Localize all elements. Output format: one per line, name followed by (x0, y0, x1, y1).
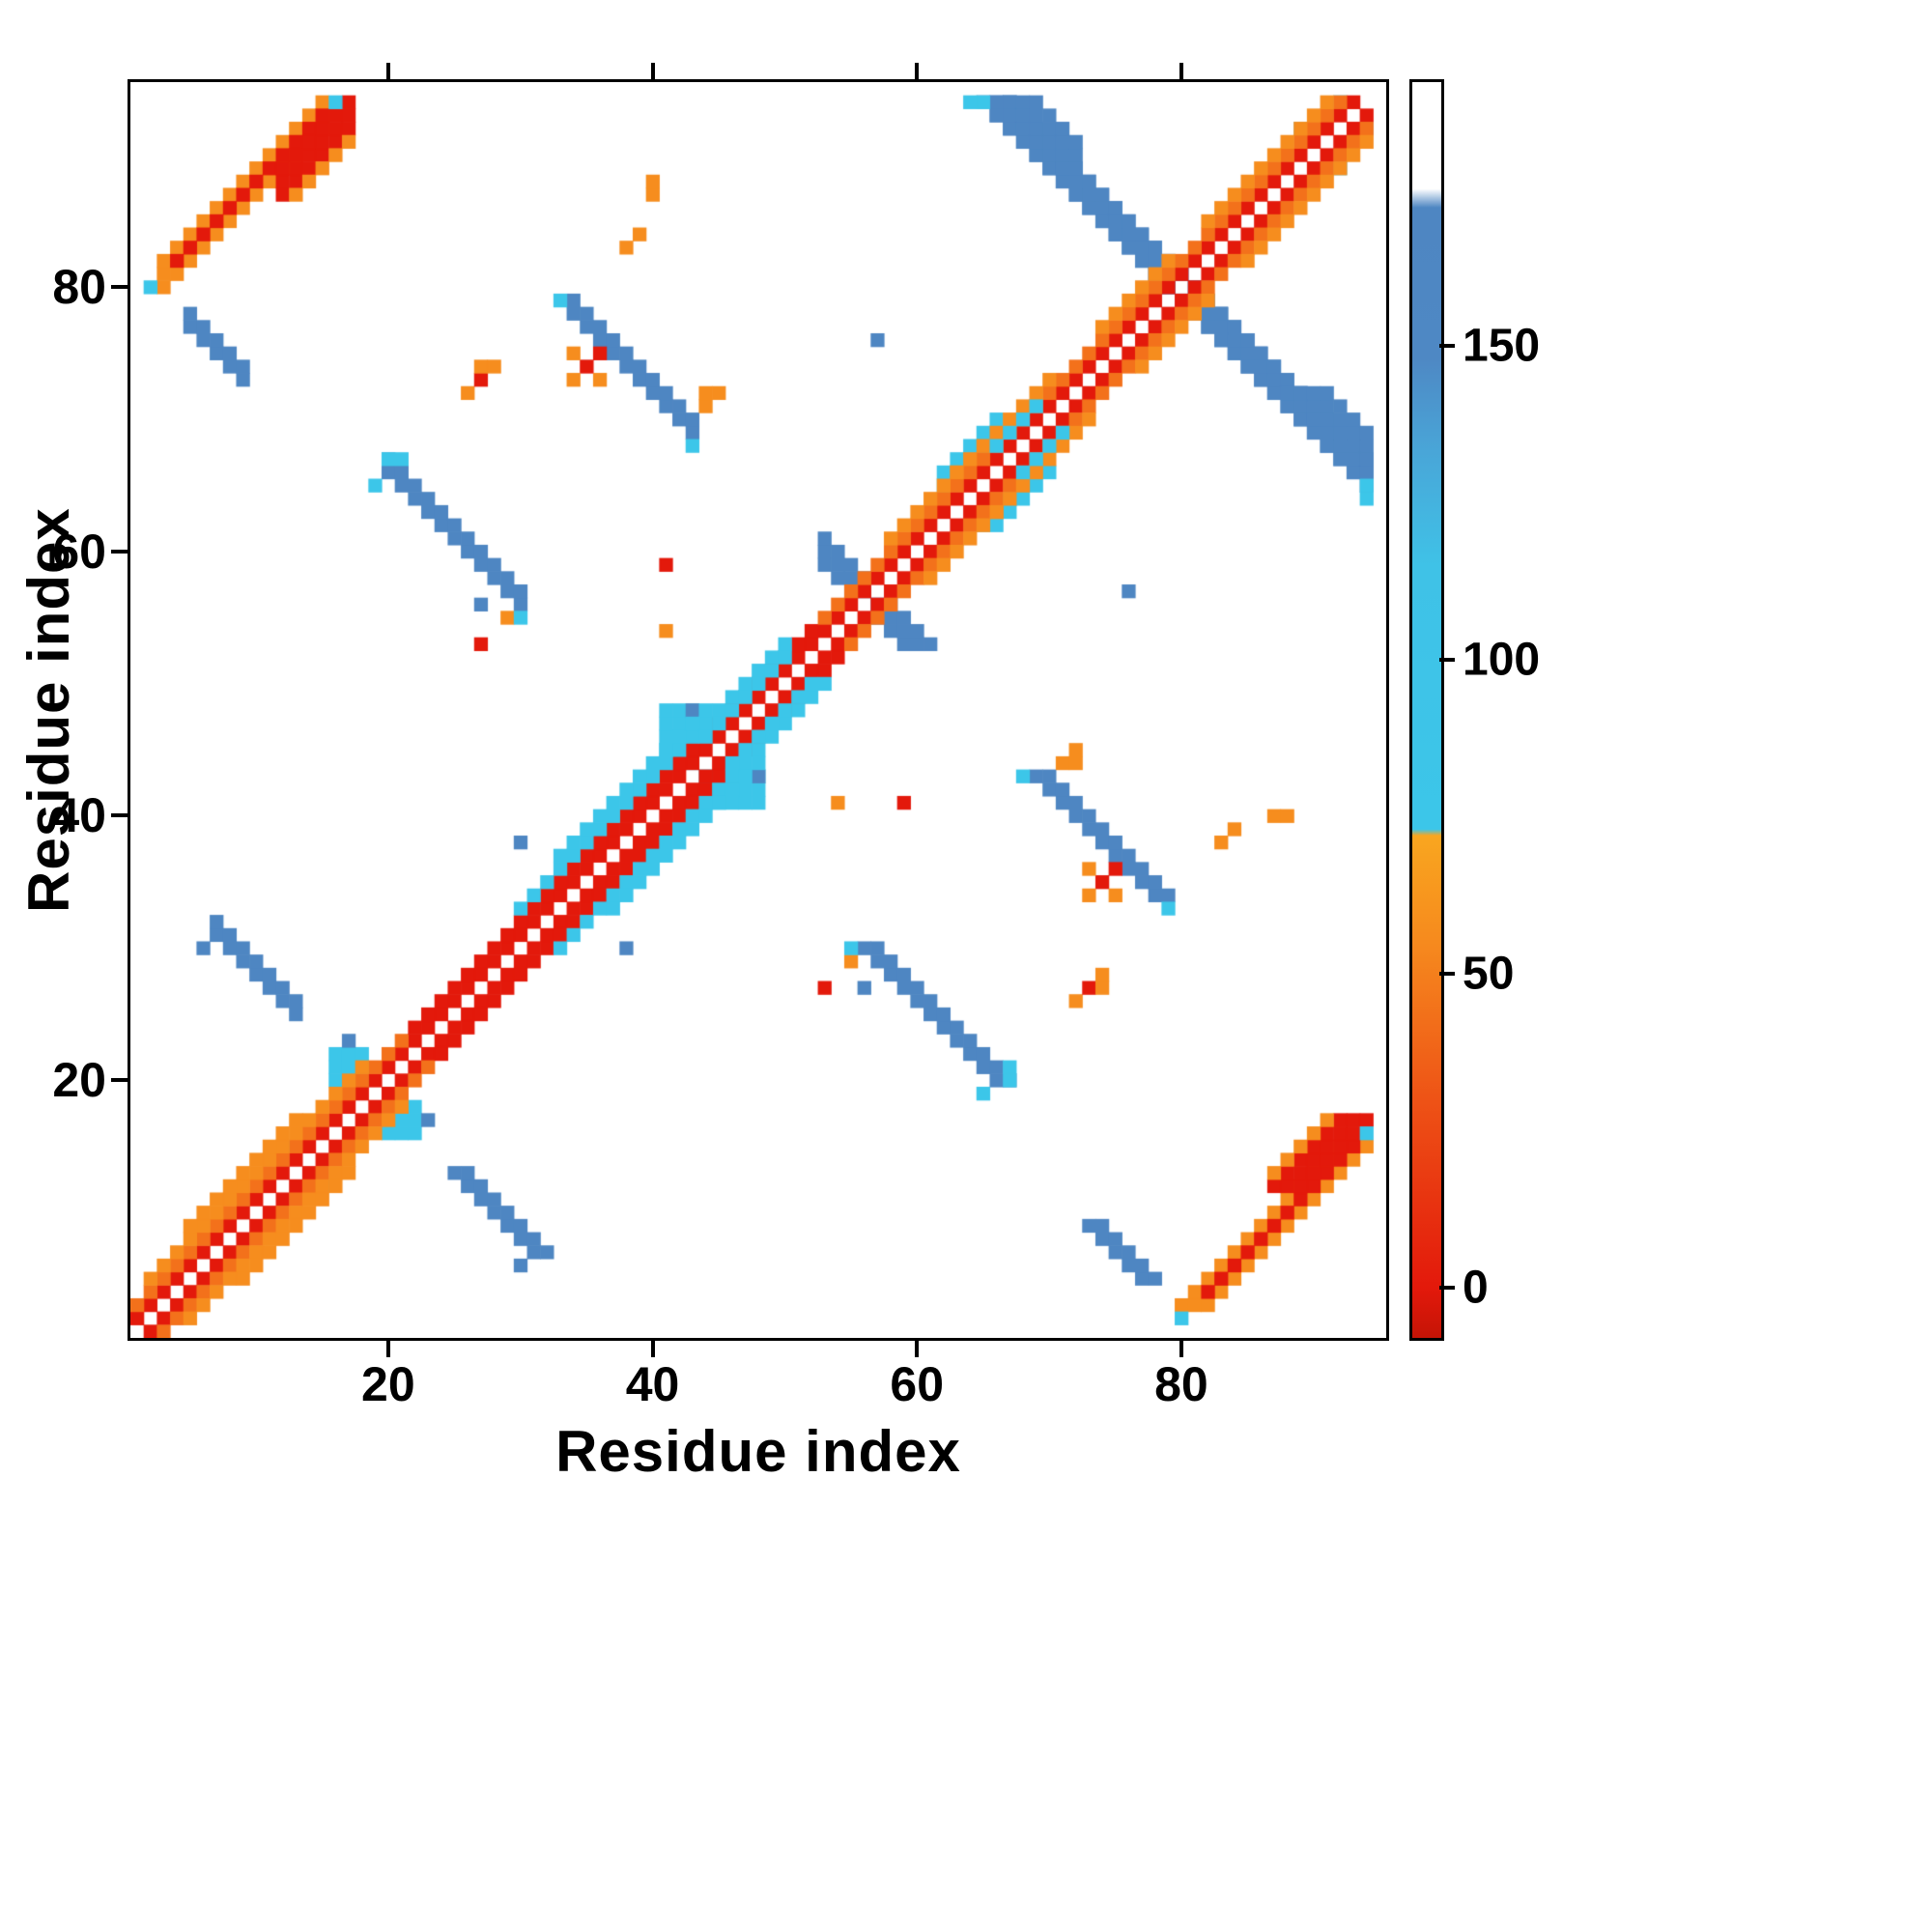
colorbar (1409, 79, 1444, 1341)
x-tick-mark-bottom (1179, 1341, 1183, 1357)
heatmap-canvas (130, 82, 1386, 1338)
x-tick-label: 60 (890, 1357, 945, 1411)
colorbar-tick-label: 150 (1463, 320, 1541, 372)
plot-area (128, 79, 1389, 1341)
colorbar-tick-mark (1439, 1286, 1455, 1290)
x-tick-mark-top (650, 63, 655, 79)
y-tick-mark (111, 549, 128, 554)
colorbar-tick-mark (1439, 972, 1455, 976)
x-tick-label: 40 (625, 1357, 680, 1411)
x-tick-mark-top (915, 63, 920, 79)
colorbar-tick-mark (1439, 658, 1455, 662)
x-tick-label: 80 (1154, 1357, 1208, 1411)
y-tick-label: 40 (52, 788, 106, 843)
x-tick-mark-top (1179, 63, 1183, 79)
x-tick-mark-top (385, 63, 390, 79)
colorbar-gradient (1412, 82, 1441, 1338)
y-tick-mark (111, 285, 128, 290)
y-tick-mark (111, 1078, 128, 1083)
y-tick-label: 60 (52, 524, 106, 579)
y-tick-mark (111, 813, 128, 818)
x-tick-mark-bottom (385, 1341, 390, 1357)
x-tick-mark-bottom (915, 1341, 920, 1357)
x-tick-label: 20 (361, 1357, 415, 1411)
y-tick-label: 20 (52, 1053, 106, 1108)
colorbar-tick-label: 100 (1463, 634, 1541, 686)
colorbar-tick-mark (1439, 344, 1455, 348)
x-tick-mark-bottom (650, 1341, 655, 1357)
x-axis-title: Residue index (555, 1419, 961, 1484)
colorbar-tick-label: 50 (1463, 948, 1515, 1000)
colorbar-tick-label: 0 (1463, 1262, 1489, 1314)
y-tick-label: 80 (52, 260, 106, 315)
